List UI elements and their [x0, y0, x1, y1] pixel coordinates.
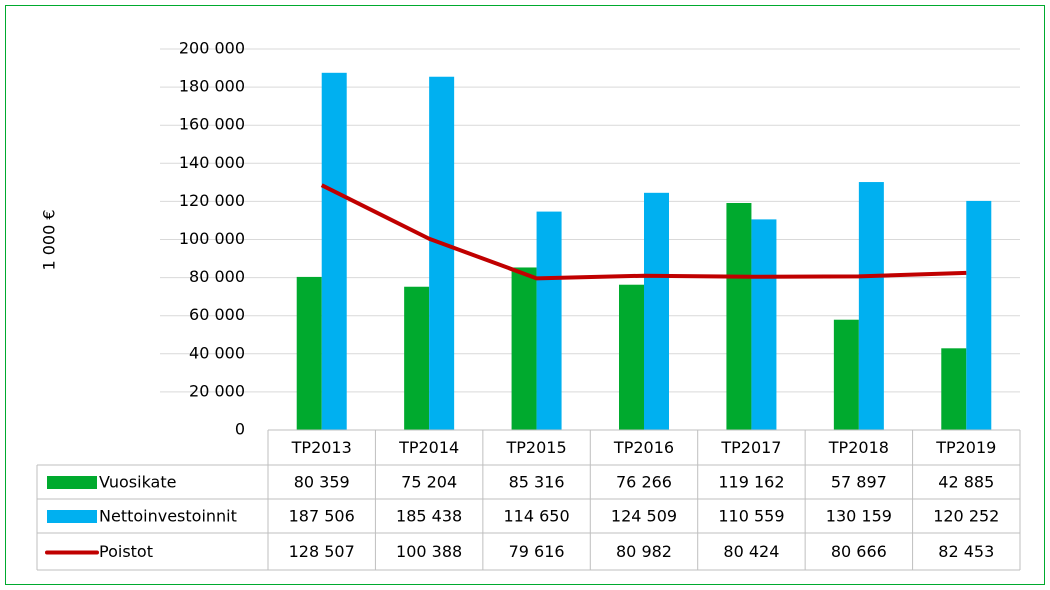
y-tick-label: 20 000	[189, 381, 245, 400]
legend-key	[47, 476, 97, 489]
y-tick-label: 140 000	[179, 153, 245, 172]
y-tick-label: 60 000	[189, 305, 245, 324]
table-value: 130 159	[826, 507, 892, 526]
table-value: 187 506	[289, 507, 355, 526]
y-tick-label: 80 000	[189, 267, 245, 286]
table-value: 119 162	[718, 473, 784, 492]
line	[320, 183, 967, 281]
x-tick-label: TP2019	[935, 438, 996, 457]
table-value: 114 650	[503, 507, 569, 526]
table-value: 100 388	[396, 542, 462, 561]
legend-key	[47, 510, 97, 523]
table-value: 185 438	[396, 507, 462, 526]
x-tick-label: TP2014	[398, 438, 459, 457]
table-value: 80 359	[294, 473, 350, 492]
bar	[858, 182, 884, 430]
table-value: 42 885	[938, 473, 994, 492]
y-tick-label: 40 000	[189, 343, 245, 362]
y-tick-label: 0	[235, 420, 245, 439]
table-value: 110 559	[718, 507, 784, 526]
x-tick-label: TP2015	[506, 438, 567, 457]
bar	[833, 319, 859, 430]
y-tick-label: 120 000	[179, 191, 245, 210]
x-tick-label: TP2018	[828, 438, 889, 457]
x-tick-label: TP2013	[291, 438, 352, 457]
bar	[941, 348, 967, 430]
table-value: 76 266	[616, 473, 672, 492]
bar	[429, 76, 455, 431]
table-value: 80 424	[723, 542, 779, 561]
y-tick-label: 100 000	[179, 229, 245, 248]
x-tick-label: TP2016	[613, 438, 674, 457]
table-value: 82 453	[938, 542, 994, 561]
table-value: 57 897	[831, 473, 887, 492]
chart-frame	[5, 5, 1045, 585]
table-value: 128 507	[289, 542, 355, 561]
bar	[321, 72, 347, 430]
legend-label: Vuosikate	[99, 473, 176, 492]
table-value: 80 982	[616, 542, 672, 561]
bar	[404, 286, 430, 430]
bar	[296, 276, 322, 430]
table-value: 80 666	[831, 542, 887, 561]
table-value: 124 509	[611, 507, 677, 526]
y-tick-label: 200 000	[179, 39, 245, 58]
x-tick-label: TP2017	[720, 438, 781, 457]
bar	[751, 219, 777, 430]
bar	[619, 284, 644, 430]
bar	[511, 267, 537, 430]
bar	[536, 211, 562, 430]
y-tick-label: 180 000	[179, 77, 245, 96]
table-value: 79 616	[509, 542, 565, 561]
y-tick-label: 160 000	[179, 115, 245, 134]
legend-label: Poistot	[99, 542, 153, 561]
table-value: 75 204	[401, 473, 457, 492]
y-axis-label: 1 000 €	[40, 209, 59, 270]
bar	[966, 200, 992, 430]
table-value: 85 316	[509, 473, 565, 492]
bar	[644, 192, 669, 430]
bar	[726, 202, 752, 430]
legend-label: Nettoinvestoinnit	[99, 507, 237, 526]
table-value: 120 252	[933, 507, 999, 526]
